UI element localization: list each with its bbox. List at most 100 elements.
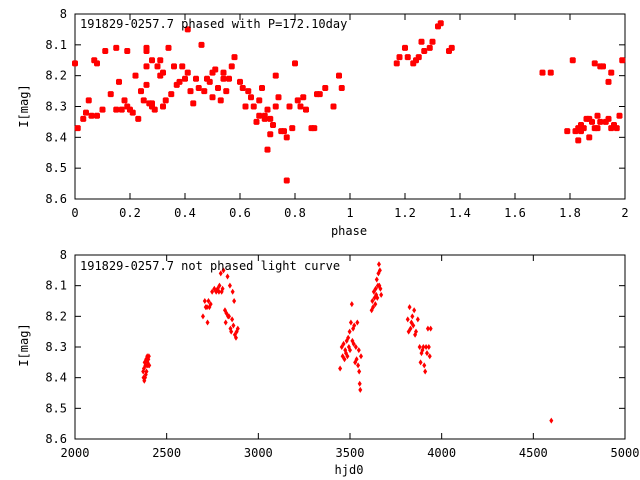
data-point (250, 103, 257, 110)
data-point (422, 362, 427, 369)
data-point (209, 94, 216, 101)
data-point (396, 54, 403, 61)
data-point (294, 97, 301, 104)
data-point (230, 316, 235, 323)
data-point (346, 334, 351, 341)
data-point (107, 91, 114, 98)
data-point (267, 131, 274, 138)
data-point (272, 103, 279, 110)
data-point (239, 85, 246, 91)
data-point (616, 112, 623, 119)
data-point (352, 322, 357, 329)
phased-x-tick-label: 1.8 (559, 206, 581, 220)
data-point (428, 325, 433, 332)
data-point (235, 325, 240, 332)
data-point (374, 276, 379, 283)
data-point (74, 125, 81, 132)
raw-y-tick-label: 8.3 (45, 340, 67, 354)
raw-x-tick-label: 5000 (611, 446, 640, 460)
data-point (619, 57, 626, 64)
data-point (375, 294, 380, 301)
data-point (357, 368, 362, 375)
data-point (270, 122, 276, 128)
raw-y-tick-label: 8.6 (45, 432, 67, 446)
raw-y-tick-label: 8.5 (45, 401, 67, 415)
data-point (160, 69, 166, 76)
data-point (132, 72, 139, 79)
data-point (256, 112, 263, 119)
data-point (407, 304, 412, 311)
data-point (212, 66, 219, 73)
data-point (85, 97, 92, 104)
data-point (605, 78, 612, 85)
data-point (393, 60, 400, 67)
data-point (336, 72, 342, 79)
data-point (448, 44, 455, 51)
data-point (143, 81, 150, 88)
data-point (371, 304, 376, 311)
data-point (146, 353, 151, 360)
data-point (210, 288, 215, 295)
data-point (124, 48, 131, 54)
raw-x-tick-label: 4500 (519, 446, 548, 460)
data-point (171, 63, 177, 70)
data-point (373, 301, 378, 308)
raw-y-ticks: 8 8.1 8.2 8.3 8.4 8.5 8.6 (45, 248, 625, 446)
data-point (160, 103, 166, 110)
data-point (162, 97, 169, 104)
data-point (348, 347, 352, 354)
data-point (408, 325, 413, 332)
data-point (426, 344, 431, 350)
data-point (228, 63, 235, 70)
data-point (580, 125, 587, 132)
data-point (411, 322, 416, 329)
data-point (157, 57, 164, 64)
data-point (149, 100, 155, 107)
data-point (113, 106, 120, 113)
data-point (221, 267, 226, 274)
data-point (547, 69, 554, 76)
data-point (613, 125, 620, 132)
data-point (94, 60, 100, 67)
phased-x-tick-label: 1.4 (449, 206, 471, 220)
data-point (94, 112, 100, 119)
data-point (143, 44, 150, 51)
data-point (292, 60, 298, 67)
phased-y-tick-label: 8.3 (45, 100, 67, 114)
data-point (376, 261, 381, 268)
raw-chart-title: 191829-0257.7 not phased light curve (80, 259, 340, 273)
phased-y-axis-label: I[mag] (17, 84, 31, 127)
data-point (348, 319, 353, 326)
data-point (356, 347, 361, 354)
phased-y-ticks: 8 8.1 8.2 8.3 8.4 8.5 8.6 (45, 7, 625, 206)
data-point (232, 298, 237, 304)
data-point (206, 298, 211, 304)
data-point (586, 134, 593, 141)
data-point (267, 115, 274, 122)
data-point (351, 340, 356, 347)
data-point (424, 344, 429, 350)
data-point (218, 270, 223, 277)
data-point (80, 115, 87, 122)
data-point (342, 356, 347, 363)
data-point (193, 75, 199, 82)
data-point (349, 301, 354, 308)
data-point (245, 88, 252, 95)
phased-x-tick-label: 2 (621, 206, 628, 220)
data-point (378, 285, 383, 292)
phased-x-axis-label: phase (331, 224, 367, 238)
raw-chart: 8 8.1 8.2 8.3 8.4 8.5 8.6 2000 2500 3000 3500 4000… (17, 248, 639, 477)
phased-x-tick-label: 0.4 (174, 206, 196, 220)
data-point (275, 94, 282, 101)
data-point (223, 88, 230, 95)
data-point (99, 106, 106, 113)
data-point (184, 26, 191, 33)
data-point (201, 88, 208, 95)
data-point (223, 319, 228, 326)
raw-x-tick-label: 4000 (427, 446, 456, 460)
data-point (198, 41, 205, 48)
data-point (358, 386, 363, 393)
data-point (355, 319, 360, 326)
